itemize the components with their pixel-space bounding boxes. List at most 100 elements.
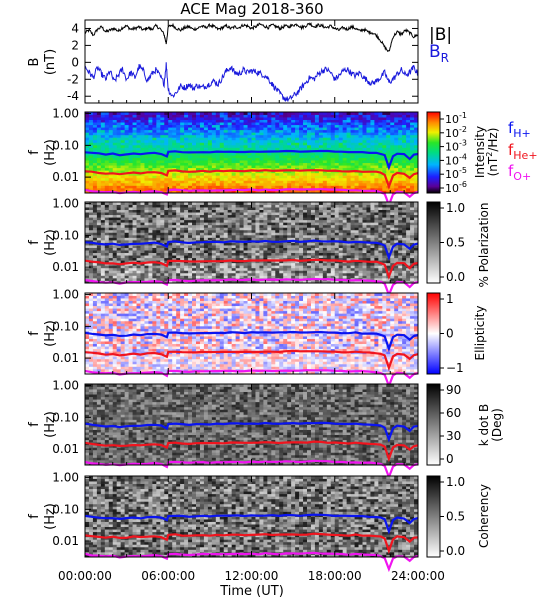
polarization-cell — [279, 237, 284, 241]
intensity-cell — [176, 167, 181, 171]
intensity-cell — [172, 122, 177, 126]
polarization-cell — [124, 204, 129, 208]
intensity-cell — [362, 180, 367, 184]
intensity-cell — [382, 112, 387, 115]
polarization-cell — [144, 257, 149, 261]
intensity-cell — [199, 155, 205, 158]
intensity-cell — [199, 185, 205, 189]
intensity-cell — [283, 129, 288, 133]
polarization-cell — [283, 232, 288, 236]
intensity-cell — [410, 132, 415, 136]
intensity-cell — [128, 180, 133, 184]
polarization-cell — [184, 252, 189, 256]
intensity-cell — [334, 137, 340, 141]
intensity-cell — [96, 122, 102, 126]
intensity-cell — [346, 114, 351, 118]
polarization-cell — [219, 267, 225, 271]
intensity-cell — [295, 175, 300, 179]
intensity-cell — [390, 149, 395, 153]
intensity-cell — [132, 155, 137, 158]
intensity-cell — [338, 119, 344, 123]
polarization-cell — [263, 219, 268, 223]
polarization-cell — [334, 265, 340, 269]
intensity-time-column — [184, 112, 189, 194]
polarization-cell — [148, 207, 153, 210]
intensity-cell — [231, 162, 237, 166]
intensity-cell — [116, 134, 122, 138]
intensity-cell — [402, 187, 407, 191]
polarization-cell — [100, 267, 106, 271]
polarization-cell — [299, 202, 304, 205]
polarization-cell — [263, 237, 268, 241]
intensity-cell — [92, 162, 98, 166]
polarization-cell — [160, 255, 165, 259]
polarization-cell — [322, 214, 328, 218]
polarization-cell — [92, 247, 98, 251]
polarization-cell — [267, 250, 272, 254]
polarization-time-column — [124, 202, 129, 284]
intensity-cell — [140, 180, 145, 184]
polarization-cell — [192, 245, 197, 248]
intensity-cell — [287, 182, 292, 186]
intensity-cell — [303, 132, 308, 136]
polarization-cell — [156, 237, 161, 241]
intensity-cell — [354, 172, 359, 176]
polarization-cell — [132, 239, 137, 243]
intensity-cell — [334, 157, 340, 161]
intensity-cell — [259, 172, 264, 176]
polarization-cell — [251, 219, 256, 223]
polarization-cell — [207, 257, 213, 261]
intensity-cell — [156, 134, 161, 138]
intensity-cell — [390, 187, 395, 191]
intensity-cell — [164, 187, 169, 191]
polarization-cell — [215, 255, 221, 259]
intensity-cell — [267, 147, 272, 151]
intensity-cell — [299, 180, 304, 184]
intensity-cell — [322, 142, 328, 146]
polarization-cell — [303, 247, 308, 251]
intensity-cell — [92, 139, 98, 143]
intensity-cell — [350, 112, 355, 115]
intensity-cell — [112, 182, 118, 186]
intensity-cell — [164, 157, 169, 161]
polarization-cell — [172, 250, 177, 254]
intensity-cell — [168, 129, 173, 133]
intensity-cell — [362, 134, 367, 138]
intensity-cell — [398, 167, 403, 171]
intensity-cell — [160, 119, 165, 123]
polarization-cell — [303, 212, 308, 216]
intensity-cell — [128, 149, 133, 153]
polarization-cell — [207, 250, 213, 254]
polarization-cell — [85, 232, 90, 236]
polarization-cell — [334, 204, 340, 208]
intensity-cell — [176, 132, 181, 136]
polarization-cell — [199, 224, 205, 228]
intensity-cell — [92, 117, 98, 120]
polarization-cell — [124, 227, 129, 231]
intensity-cell — [251, 182, 256, 186]
intensity-cell — [350, 152, 355, 156]
polarization-cell — [247, 202, 252, 205]
intensity-cell — [322, 160, 328, 164]
intensity-cell — [394, 182, 399, 186]
intensity-cell — [184, 172, 189, 176]
intensity-cell — [394, 112, 399, 115]
intensity-cell — [350, 185, 355, 189]
polarization-cell — [203, 245, 209, 248]
intensity-cell — [346, 137, 351, 141]
polarization-cell — [338, 224, 344, 228]
intensity-cell — [382, 117, 387, 120]
polarization-cell — [211, 247, 217, 251]
intensity-cell — [366, 112, 371, 115]
intensity-cell — [243, 157, 248, 161]
polarization-cell — [338, 227, 344, 231]
polarization-cell — [239, 255, 244, 259]
intensity-cell — [314, 139, 320, 143]
intensity-cell — [342, 147, 348, 151]
intensity-cell — [243, 147, 248, 151]
intensity-cell — [314, 182, 320, 186]
polarization-cell — [172, 265, 177, 269]
intensity-cell — [168, 114, 173, 118]
intensity-cell — [291, 144, 296, 148]
polarization-cell — [219, 255, 225, 259]
